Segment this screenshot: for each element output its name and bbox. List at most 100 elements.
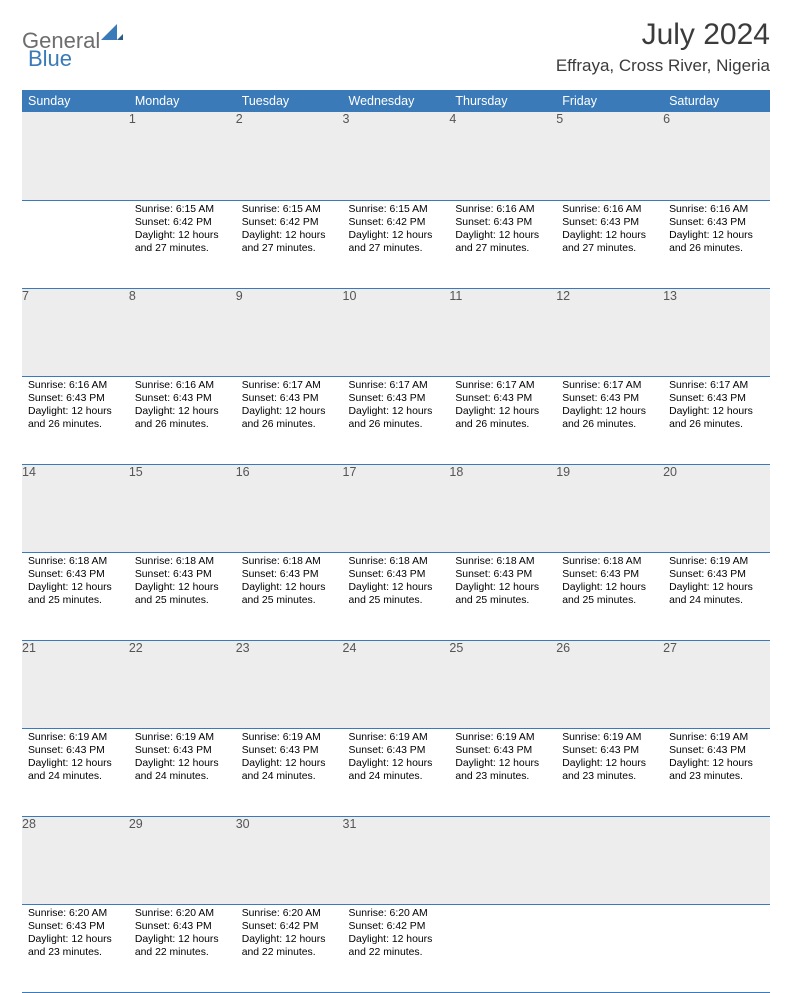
sunrise-text: Sunrise: 6:16 AM xyxy=(669,203,764,216)
sunrise-text: Sunrise: 6:19 AM xyxy=(28,731,123,744)
sunset-text: Sunset: 6:43 PM xyxy=(242,392,337,405)
sunset-text: Sunset: 6:43 PM xyxy=(669,744,764,757)
weekday-header: Saturday xyxy=(663,90,770,112)
day-cell: Sunrise: 6:18 AMSunset: 6:43 PMDaylight:… xyxy=(129,552,236,640)
sunset-text: Sunset: 6:43 PM xyxy=(242,744,337,757)
day-number: 31 xyxy=(343,816,450,904)
day-cell: Sunrise: 6:17 AMSunset: 6:43 PMDaylight:… xyxy=(236,376,343,464)
day-info: Sunrise: 6:17 AMSunset: 6:43 PMDaylight:… xyxy=(663,377,770,436)
day-info: Sunrise: 6:19 AMSunset: 6:43 PMDaylight:… xyxy=(129,729,236,788)
day-cell: Sunrise: 6:18 AMSunset: 6:43 PMDaylight:… xyxy=(449,552,556,640)
day-cell: Sunrise: 6:20 AMSunset: 6:42 PMDaylight:… xyxy=(343,904,450,992)
sunrise-text: Sunrise: 6:20 AM xyxy=(28,907,123,920)
day-info: Sunrise: 6:16 AMSunset: 6:43 PMDaylight:… xyxy=(129,377,236,436)
weekday-header: Thursday xyxy=(449,90,556,112)
sunset-text: Sunset: 6:43 PM xyxy=(28,392,123,405)
sunset-text: Sunset: 6:43 PM xyxy=(135,920,230,933)
day-cell: Sunrise: 6:17 AMSunset: 6:43 PMDaylight:… xyxy=(556,376,663,464)
day-content-row: Sunrise: 6:19 AMSunset: 6:43 PMDaylight:… xyxy=(22,728,770,816)
day-info: Sunrise: 6:19 AMSunset: 6:43 PMDaylight:… xyxy=(556,729,663,788)
day-number: 20 xyxy=(663,464,770,552)
sunset-text: Sunset: 6:42 PM xyxy=(349,920,444,933)
header: General July 2024 Effraya, Cross River, … xyxy=(22,18,770,76)
day-content-row: Sunrise: 6:15 AMSunset: 6:42 PMDaylight:… xyxy=(22,200,770,288)
day-cell: Sunrise: 6:16 AMSunset: 6:43 PMDaylight:… xyxy=(129,376,236,464)
day-number xyxy=(663,816,770,904)
day-cell: Sunrise: 6:18 AMSunset: 6:43 PMDaylight:… xyxy=(22,552,129,640)
day-number-row: 14151617181920 xyxy=(22,464,770,552)
day-number: 18 xyxy=(449,464,556,552)
day-number: 24 xyxy=(343,640,450,728)
day-cell xyxy=(663,904,770,992)
daylight-text: Daylight: 12 hours and 25 minutes. xyxy=(242,581,337,608)
day-number: 14 xyxy=(22,464,129,552)
day-number-row: 21222324252627 xyxy=(22,640,770,728)
weekday-header: Sunday xyxy=(22,90,129,112)
day-info: Sunrise: 6:15 AMSunset: 6:42 PMDaylight:… xyxy=(129,201,236,260)
day-cell: Sunrise: 6:17 AMSunset: 6:43 PMDaylight:… xyxy=(343,376,450,464)
daylight-text: Daylight: 12 hours and 22 minutes. xyxy=(135,933,230,960)
daylight-text: Daylight: 12 hours and 25 minutes. xyxy=(455,581,550,608)
day-number: 6 xyxy=(663,112,770,200)
logo-text-blue-wrap: Blue xyxy=(28,46,72,72)
day-info: Sunrise: 6:16 AMSunset: 6:43 PMDaylight:… xyxy=(663,201,770,260)
day-info: Sunrise: 6:18 AMSunset: 6:43 PMDaylight:… xyxy=(449,553,556,612)
daylight-text: Daylight: 12 hours and 26 minutes. xyxy=(669,405,764,432)
day-number: 27 xyxy=(663,640,770,728)
daylight-text: Daylight: 12 hours and 24 minutes. xyxy=(349,757,444,784)
day-number: 2 xyxy=(236,112,343,200)
day-number: 12 xyxy=(556,288,663,376)
day-info: Sunrise: 6:16 AMSunset: 6:43 PMDaylight:… xyxy=(449,201,556,260)
day-number: 29 xyxy=(129,816,236,904)
day-number: 13 xyxy=(663,288,770,376)
weekday-header: Monday xyxy=(129,90,236,112)
sunset-text: Sunset: 6:43 PM xyxy=(562,392,657,405)
day-number: 26 xyxy=(556,640,663,728)
day-info: Sunrise: 6:15 AMSunset: 6:42 PMDaylight:… xyxy=(343,201,450,260)
sunrise-text: Sunrise: 6:20 AM xyxy=(349,907,444,920)
daylight-text: Daylight: 12 hours and 25 minutes. xyxy=(349,581,444,608)
daylight-text: Daylight: 12 hours and 24 minutes. xyxy=(242,757,337,784)
title-block: July 2024 Effraya, Cross River, Nigeria xyxy=(556,18,770,76)
weekday-header: Friday xyxy=(556,90,663,112)
sunrise-text: Sunrise: 6:19 AM xyxy=(455,731,550,744)
day-content-row: Sunrise: 6:16 AMSunset: 6:43 PMDaylight:… xyxy=(22,376,770,464)
sunset-text: Sunset: 6:43 PM xyxy=(135,568,230,581)
daylight-text: Daylight: 12 hours and 23 minutes. xyxy=(455,757,550,784)
day-cell: Sunrise: 6:15 AMSunset: 6:42 PMDaylight:… xyxy=(129,200,236,288)
month-title: July 2024 xyxy=(556,18,770,52)
day-content-row: Sunrise: 6:18 AMSunset: 6:43 PMDaylight:… xyxy=(22,552,770,640)
day-info: Sunrise: 6:18 AMSunset: 6:43 PMDaylight:… xyxy=(236,553,343,612)
day-number: 28 xyxy=(22,816,129,904)
day-number-row: 123456 xyxy=(22,112,770,200)
sunrise-text: Sunrise: 6:17 AM xyxy=(669,379,764,392)
day-number xyxy=(22,112,129,200)
day-info: Sunrise: 6:18 AMSunset: 6:43 PMDaylight:… xyxy=(343,553,450,612)
day-info: Sunrise: 6:18 AMSunset: 6:43 PMDaylight:… xyxy=(556,553,663,612)
sunrise-text: Sunrise: 6:20 AM xyxy=(135,907,230,920)
day-cell: Sunrise: 6:19 AMSunset: 6:43 PMDaylight:… xyxy=(663,552,770,640)
day-number: 17 xyxy=(343,464,450,552)
day-cell: Sunrise: 6:16 AMSunset: 6:43 PMDaylight:… xyxy=(556,200,663,288)
day-number: 25 xyxy=(449,640,556,728)
day-number: 22 xyxy=(129,640,236,728)
calendar-table: Sunday Monday Tuesday Wednesday Thursday… xyxy=(22,90,770,993)
day-info: Sunrise: 6:19 AMSunset: 6:43 PMDaylight:… xyxy=(236,729,343,788)
sunset-text: Sunset: 6:43 PM xyxy=(455,568,550,581)
day-number: 5 xyxy=(556,112,663,200)
sunrise-text: Sunrise: 6:18 AM xyxy=(242,555,337,568)
day-info: Sunrise: 6:19 AMSunset: 6:43 PMDaylight:… xyxy=(663,553,770,612)
day-info: Sunrise: 6:20 AMSunset: 6:43 PMDaylight:… xyxy=(22,905,129,964)
sunset-text: Sunset: 6:43 PM xyxy=(349,392,444,405)
sunrise-text: Sunrise: 6:19 AM xyxy=(242,731,337,744)
sunset-text: Sunset: 6:42 PM xyxy=(349,216,444,229)
sunset-text: Sunset: 6:43 PM xyxy=(28,920,123,933)
daylight-text: Daylight: 12 hours and 26 minutes. xyxy=(242,405,337,432)
day-number: 16 xyxy=(236,464,343,552)
day-number: 9 xyxy=(236,288,343,376)
sunrise-text: Sunrise: 6:18 AM xyxy=(135,555,230,568)
daylight-text: Daylight: 12 hours and 27 minutes. xyxy=(455,229,550,256)
day-info: Sunrise: 6:17 AMSunset: 6:43 PMDaylight:… xyxy=(556,377,663,436)
sunset-text: Sunset: 6:43 PM xyxy=(669,216,764,229)
day-cell: Sunrise: 6:19 AMSunset: 6:43 PMDaylight:… xyxy=(556,728,663,816)
